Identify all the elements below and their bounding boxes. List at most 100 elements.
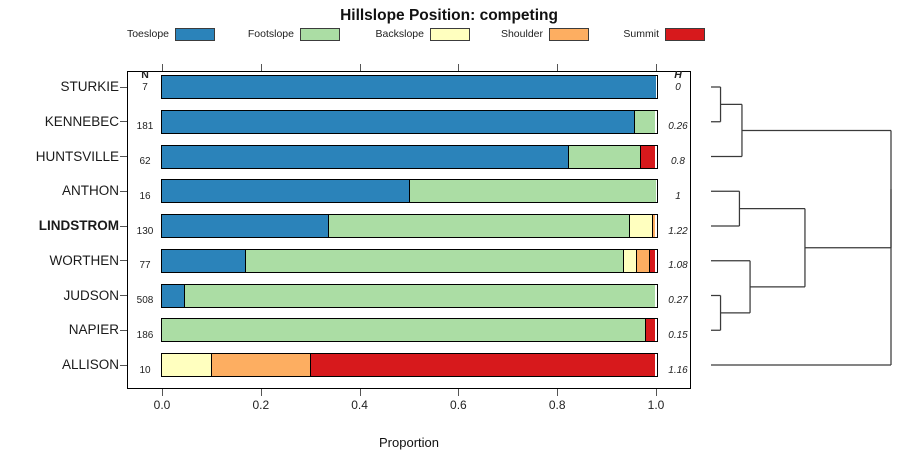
x-axis-tick-label: 0.2 [252, 398, 270, 412]
h-value: 1.08 [668, 260, 688, 272]
legend-item-backslope: Backslope [313, 26, 470, 42]
y-axis-tick [120, 190, 127, 192]
legend-swatch-toeslope-icon [175, 27, 215, 41]
y-axis-tick [120, 156, 127, 158]
bar-segment-summit [649, 249, 656, 272]
y-axis-tick [120, 260, 127, 262]
bar-row-worthen [160, 248, 658, 273]
bar-segment-toeslope [161, 145, 569, 168]
bar-row-kennebec [160, 109, 658, 134]
legend-swatch-shoulder-icon [549, 27, 589, 41]
x-axis-tick-bottom [458, 388, 460, 396]
x-axis-tick-label: 0.4 [351, 398, 368, 412]
bar-segment-toeslope [161, 110, 634, 133]
legend-label: Backslope [375, 28, 424, 40]
bar-segment-summit [639, 145, 656, 168]
bar-row-napier [160, 318, 658, 343]
h-value: 0.26 [668, 121, 688, 133]
series-label-worthen: WORTHEN [49, 252, 120, 268]
h-value: 0 [675, 81, 681, 93]
bar-segment-backslope [161, 354, 211, 376]
bar-segment-footslope [408, 180, 656, 203]
series-label-allison: ALLISON [61, 357, 119, 372]
x-axis-tick-label: 0.0 [153, 398, 171, 412]
y-axis-tick [120, 225, 127, 227]
bar-segment-shoulder [651, 215, 656, 237]
bar-segment-backslope [628, 215, 652, 237]
series-label-judson: JUDSON [63, 287, 119, 303]
bar-segment-summit [309, 354, 656, 376]
bar-segment-footslope [633, 110, 656, 133]
legend-item-footslope: Footslope [183, 26, 340, 42]
series-label-huntsville: HUNTSVILLE [35, 148, 119, 164]
bar-segment-toeslope [161, 76, 656, 98]
bar-segment-summit [644, 319, 656, 342]
h-value: 1 [675, 190, 681, 202]
bar-segment-toeslope [161, 249, 245, 272]
bar-segment-footslope [183, 284, 656, 307]
plot-panel-border [127, 71, 691, 389]
n-value: 508 [136, 295, 154, 306]
series-label-kennebec: KENNEBEC [44, 113, 119, 129]
bar-row-anthon [160, 179, 658, 204]
bar-row-allison [160, 353, 658, 377]
x-axis-tick-bottom [162, 388, 164, 396]
x-axis-tick-bottom [359, 388, 361, 396]
legend-label: Footslope [247, 28, 294, 40]
x-axis-tick-top [260, 63, 262, 71]
n-value: 130 [136, 225, 154, 237]
x-axis-tick-top [162, 63, 164, 71]
n-value: 77 [139, 260, 151, 272]
bar-segment-toeslope [161, 284, 184, 307]
y-axis-tick [120, 364, 127, 366]
h-value: 0.27 [668, 295, 688, 306]
series-label-napier: NAPIER [68, 322, 119, 338]
legend-swatch-backslope-icon [430, 27, 470, 41]
n-value: 62 [139, 156, 151, 167]
x-axis-title: Proportion [379, 435, 439, 450]
bar-segment-footslope [328, 215, 629, 237]
n-value: 186 [136, 329, 154, 341]
bar-row-huntsville [160, 144, 658, 169]
n-value: 16 [139, 190, 151, 202]
bar-segment-toeslope [161, 180, 409, 203]
x-axis-tick-top [656, 63, 658, 71]
x-axis-tick-top [359, 63, 361, 71]
x-axis-tick-label: 1.0 [647, 398, 665, 412]
h-column-header: H [674, 69, 682, 81]
x-axis-tick-label: 0.6 [450, 398, 467, 412]
y-axis-tick [120, 86, 127, 88]
chart-title: Hillslope Position: competing [340, 7, 558, 24]
legend-label: Summit [623, 28, 659, 40]
bar-row-sturkie [160, 75, 658, 99]
h-value: 0.15 [668, 329, 688, 341]
y-axis-tick [120, 121, 127, 123]
bar-segment-footslope [568, 145, 640, 168]
legend-item-toeslope: Toeslope [58, 26, 215, 42]
x-axis-tick-top [458, 63, 460, 71]
legend-item-shoulder: Shoulder [432, 26, 589, 42]
x-axis-tick-bottom [656, 388, 658, 396]
x-axis-tick-top [557, 63, 559, 71]
bar-segment-backslope [623, 249, 637, 272]
y-axis-tick [120, 329, 127, 331]
n-value: 181 [136, 121, 154, 133]
legend-label: Shoulder [500, 28, 543, 40]
x-axis-tick-bottom [260, 388, 262, 396]
bar-segment-shoulder [210, 354, 310, 376]
n-value: 10 [139, 364, 151, 376]
h-value: 0.8 [671, 156, 685, 167]
h-value: 1.22 [668, 225, 688, 237]
bar-row-lindstrom [160, 214, 658, 238]
n-column-header: N [141, 69, 149, 81]
series-label-anthon: ANTHON [62, 183, 119, 199]
x-axis-tick-bottom [557, 388, 559, 396]
legend-item-summit: Summit [548, 26, 705, 42]
legend-swatch-footslope-icon [300, 27, 340, 41]
bar-segment-shoulder [636, 249, 650, 272]
legend-label: Toeslope [126, 28, 169, 40]
